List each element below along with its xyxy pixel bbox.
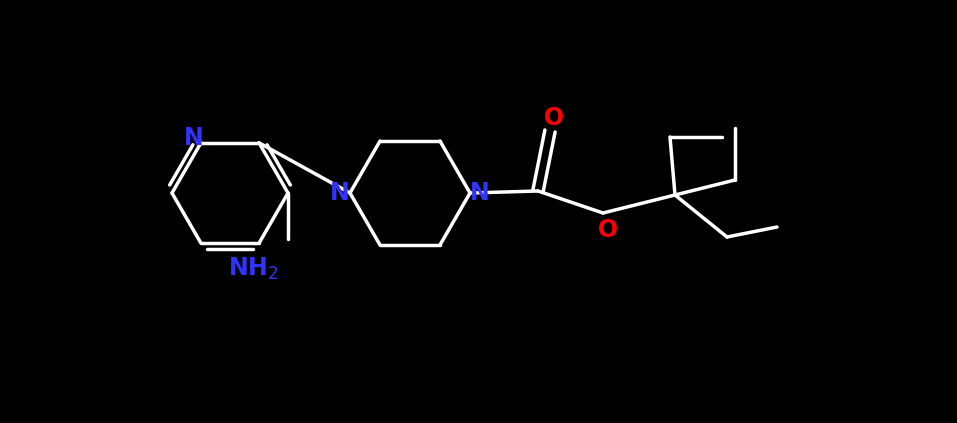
Text: N: N	[470, 181, 490, 205]
Text: NH$_2$: NH$_2$	[228, 256, 278, 282]
Text: N: N	[330, 181, 350, 205]
Text: N: N	[184, 126, 204, 150]
Text: O: O	[544, 106, 564, 130]
Text: O: O	[598, 218, 618, 242]
